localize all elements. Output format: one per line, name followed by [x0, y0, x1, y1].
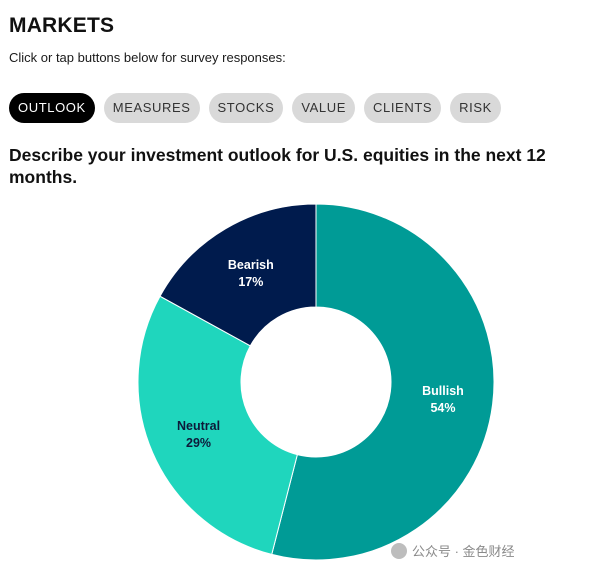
slice-value-bearish: 17% — [238, 275, 263, 289]
chart-question: Describe your investment outlook for U.S… — [9, 145, 546, 187]
tab-risk[interactable]: RISK — [450, 93, 501, 123]
tab-clients[interactable]: CLIENTS — [364, 93, 442, 123]
survey-tabs: OUTLOOK MEASURES STOCKS VALUE CLIENTS RI… — [9, 93, 501, 123]
slice-value-neutral: 29% — [186, 436, 211, 450]
page-title: MARKETS — [9, 14, 115, 37]
page-subtitle: Click or tap buttons below for survey re… — [9, 50, 286, 65]
tab-measures[interactable]: MEASURES — [103, 93, 200, 123]
slice-bullish[interactable] — [271, 203, 495, 561]
tab-stocks[interactable]: STOCKS — [208, 93, 284, 123]
tab-value[interactable]: VALUE — [292, 93, 356, 123]
watermark-text: 公众号 · 金色财经 — [412, 544, 515, 559]
slice-label-bullish: Bullish — [422, 384, 464, 398]
slice-label-bearish: Bearish — [228, 258, 274, 272]
slice-neutral[interactable] — [137, 295, 298, 556]
slice-bearish[interactable] — [159, 203, 317, 347]
slice-label-neutral: Neutral — [177, 419, 220, 433]
watermark: 公众号 · 金色财经 — [391, 541, 515, 560]
wechat-icon — [391, 542, 407, 559]
tab-outlook[interactable]: OUTLOOK — [9, 93, 95, 123]
slice-value-bullish: 54% — [430, 401, 455, 415]
